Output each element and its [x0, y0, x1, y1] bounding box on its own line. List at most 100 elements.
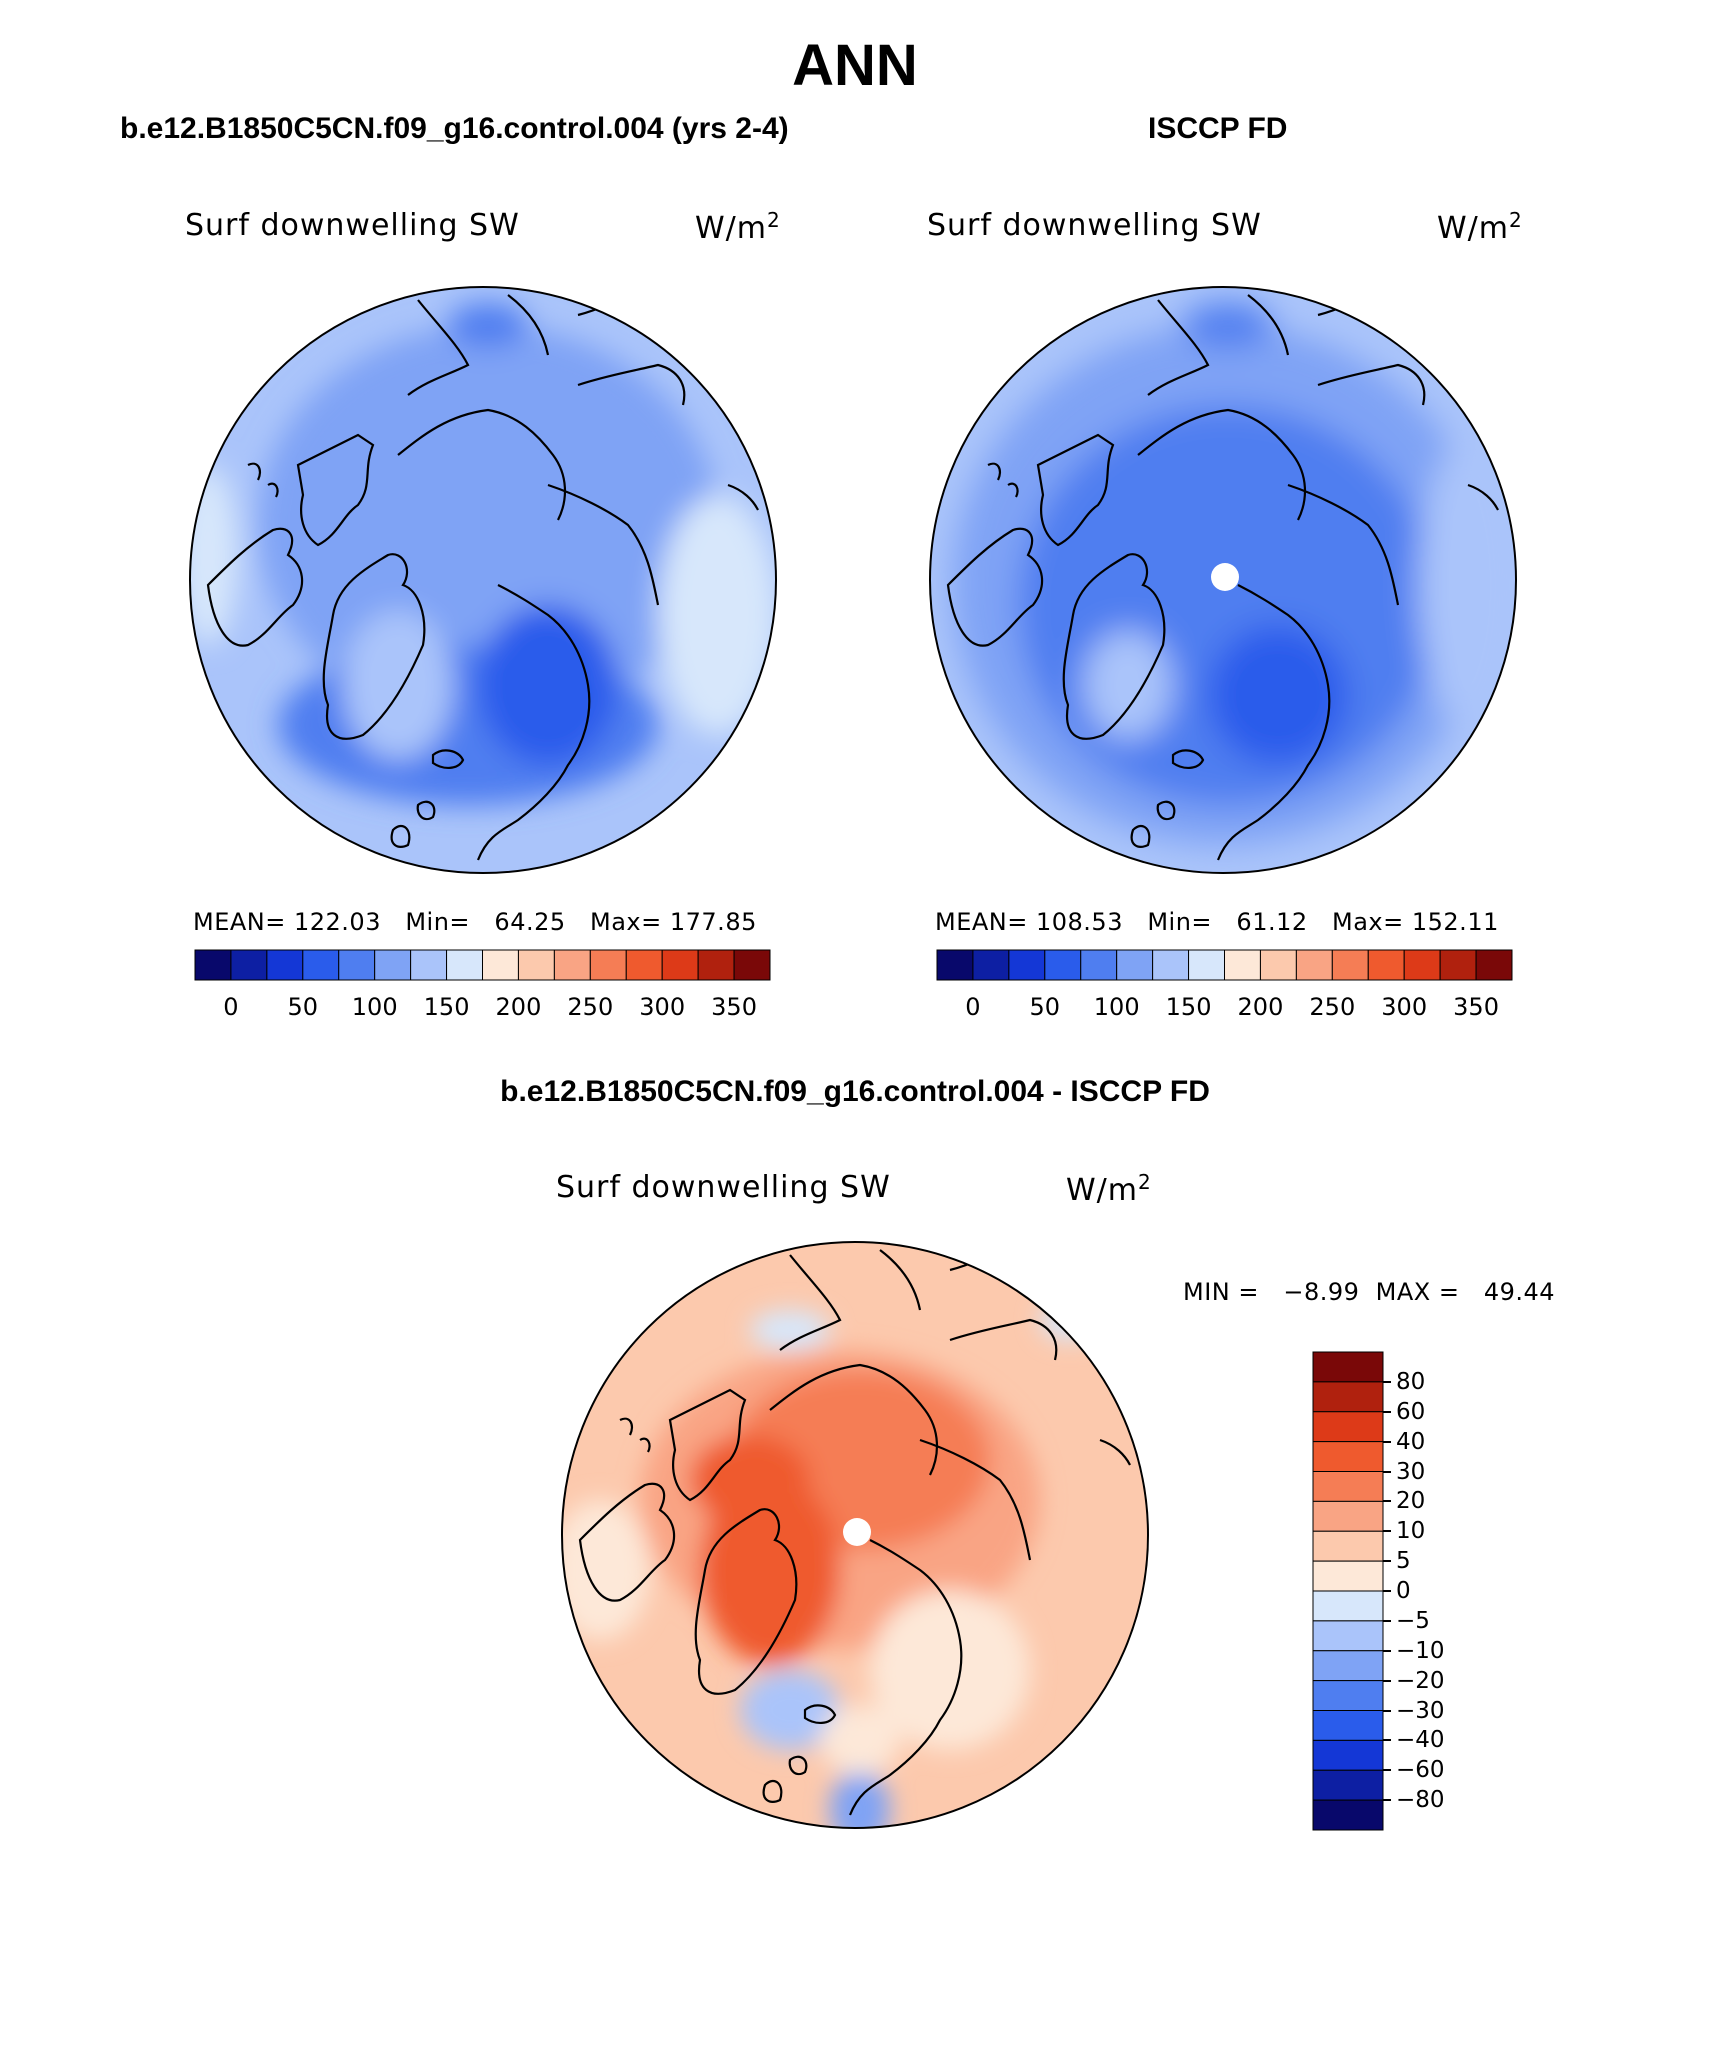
panel-1-field-greenland-high: [343, 610, 453, 760]
panel-2-polar-map: [929, 286, 1517, 874]
diff-colorbar: [1312, 1351, 1384, 1831]
panel-1-colorbar-box: [194, 949, 232, 981]
diff-field-east-neutral: [870, 1590, 1030, 1750]
diff-colorbar-tick: 80: [1396, 1368, 1426, 1395]
panel-1-colorbar-box: [517, 949, 555, 981]
panel-2-field-greenland-high: [1083, 630, 1173, 740]
diff-colorbar-box: [1312, 1530, 1384, 1562]
panel-1-map-border: [189, 286, 777, 874]
panel-2-coastlines: [946, 289, 1499, 861]
panel-1-colorbar-box: [374, 949, 412, 981]
diff-field-archipelago-warm: [690, 1435, 810, 1525]
panel-2-field-norwegian-sea: [1208, 625, 1348, 765]
diff-colorbar-tick-mark: [1383, 1530, 1391, 1533]
panel-1-colorbar-tick: 200: [495, 993, 542, 1021]
diff-colorbar-tick-mark: [1383, 1560, 1391, 1563]
panel-2-colorbar-box: [1403, 949, 1441, 981]
diff-colorbar-tick-mark: [1383, 1410, 1391, 1413]
diff-units-label: W/m2: [1066, 1170, 1152, 1208]
diff-colorbar-box: [1312, 1471, 1384, 1502]
panel-2-colorbar-tick: 100: [1093, 993, 1140, 1021]
panel-1-colorbar: [194, 949, 771, 981]
diff-colorbar-box: [1312, 1381, 1384, 1413]
panel-1-colorbar-tick: 100: [351, 993, 398, 1021]
panel-1-units-label: W/m2: [695, 208, 781, 246]
diff-colorbar-box: [1312, 1650, 1384, 1682]
diff-title: b.e12.B1850C5CN.f09_g16.control.004 - IS…: [500, 1075, 1210, 1108]
diff-colorbar-tick: 0: [1396, 1578, 1411, 1604]
diff-colorbar-box: [1312, 1739, 1384, 1771]
diff-colorbar-tick: −30: [1396, 1697, 1445, 1724]
panel-2-pole-gap: [1211, 563, 1239, 591]
panel-2-colorbar-tick: 50: [1029, 993, 1061, 1021]
panel-2-colorbar-box: [1367, 949, 1405, 981]
diff-colorbar-tick: 5: [1396, 1548, 1411, 1575]
panel-1-colorbar-tick: 300: [639, 993, 686, 1021]
panel-2-units-label: W/m2: [1437, 208, 1523, 246]
panel-2-colorbar-box: [1080, 949, 1118, 981]
diff-polar-map: [561, 1241, 1149, 1829]
page-title: ANN: [792, 33, 918, 98]
panel-1-field-west-high: [190, 465, 238, 645]
panel-1-colorbar-tick: 350: [711, 993, 757, 1021]
diff-colorbar-tick: 10: [1396, 1518, 1426, 1545]
panel-2-case-title: ISCCP FD: [1148, 112, 1288, 145]
panel-2-colorbar-box: [1295, 949, 1333, 981]
panel-1-variable-label: Surf downwelling SW: [185, 208, 520, 243]
panel-2-colorbar-box: [1439, 949, 1477, 981]
panel-2-field-east-high: [1418, 435, 1516, 735]
diff-colorbar-box: [1312, 1799, 1384, 1831]
panel-1-field-norwegian-sea: [478, 605, 618, 765]
panel-2-colorbar-box: [1475, 949, 1513, 981]
panel-1-colorbar-box: [266, 949, 304, 981]
diff-colorbar-tick: −10: [1396, 1637, 1445, 1664]
diff-colorbar-tick: 30: [1396, 1458, 1426, 1485]
panel-2-colorbar-box: [1331, 949, 1369, 981]
panel-1-colorbar-box: [446, 949, 483, 981]
diff-colorbar-tick-mark: [1383, 1709, 1391, 1712]
panel-1-colorbar-box: [589, 949, 627, 981]
panel-2-colorbar-box: [1116, 949, 1154, 981]
diff-colorbar-box: [1312, 1560, 1384, 1592]
diff-colorbar-tick: −40: [1396, 1727, 1445, 1754]
panel-1-polar-map: [189, 286, 777, 874]
panel-1-field-east-high: [658, 495, 776, 735]
panel-2-variable-label: Surf downwelling SW: [927, 208, 1262, 243]
panel-1-colorbar-box: [482, 949, 519, 981]
panel-1-colorbar-box: [661, 949, 699, 981]
diff-colorbar-tick-mark: [1383, 1649, 1391, 1652]
diff-colorbar-box: [1312, 1351, 1384, 1383]
diff-colorbar-tick-mark: [1383, 1769, 1391, 1772]
diff-variable-label: Surf downwelling SW: [556, 1170, 891, 1205]
diff-coastlines: [578, 1244, 1131, 1816]
diff-field-south-neutral: [820, 1705, 900, 1775]
diff-colorbar-tick-mark: [1383, 1380, 1391, 1383]
panel-2-colorbar-box: [936, 949, 974, 981]
panel-1-colorbar-tick: 0: [223, 993, 239, 1021]
diff-colorbar-tick-mark: [1383, 1500, 1391, 1503]
panel-1-colorbar-box: [625, 949, 663, 981]
panel-2-colorbar-tick: 300: [1381, 993, 1428, 1021]
diff-minmax: MIN = −8.99 MAX = 49.44: [1183, 1278, 1556, 1306]
diff-colorbar-box: [1312, 1500, 1384, 1532]
diff-colorbar-tick-mark: [1383, 1799, 1391, 1802]
panel-2-colorbar-box: [1224, 949, 1261, 981]
diff-colorbar-tick: −60: [1396, 1757, 1445, 1784]
diff-colorbar-tick-mark: [1383, 1470, 1391, 1473]
panel-2-colorbar: [936, 949, 1513, 981]
panel-2-colorbar-box: [1044, 949, 1082, 981]
panel-1-colorbar-tick: 50: [287, 993, 319, 1021]
diff-colorbar-tick-mark: [1383, 1679, 1391, 1682]
panel-2-colorbar-tick: 250: [1309, 993, 1356, 1021]
diff-field-pacific-cool: [750, 1310, 830, 1350]
panel-2-map-border: [929, 286, 1517, 874]
diff-field-northeast-cool: [1040, 1300, 1100, 1340]
diff-field-north-atlantic: [740, 1670, 840, 1750]
panel-2-colorbar-box: [972, 949, 1010, 981]
diff-colorbar-tick: 40: [1396, 1428, 1426, 1455]
panel-1-colorbar-box: [302, 949, 340, 981]
diff-colorbar-tick-mark: [1383, 1739, 1391, 1742]
diff-colorbar-tick: −20: [1396, 1667, 1445, 1694]
panel-2-colorbar-box: [1259, 949, 1297, 981]
panel-1-colorbar-tick: 250: [567, 993, 614, 1021]
